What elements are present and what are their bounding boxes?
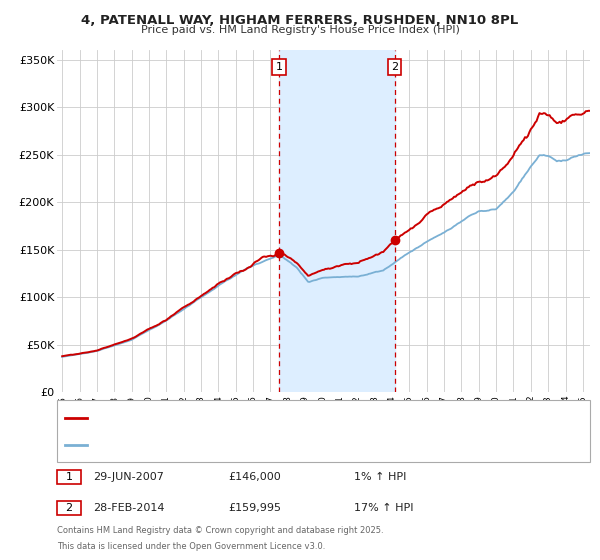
Text: 17% ↑ HPI: 17% ↑ HPI <box>354 503 413 514</box>
Text: 1% ↑ HPI: 1% ↑ HPI <box>354 472 406 482</box>
Text: 1: 1 <box>65 472 73 482</box>
Text: 2: 2 <box>391 62 398 72</box>
Text: £146,000: £146,000 <box>228 472 281 482</box>
Text: This data is licensed under the Open Government Licence v3.0.: This data is licensed under the Open Gov… <box>57 542 325 550</box>
Text: 4, PATENALL WAY, HIGHAM FERRERS, RUSHDEN, NN10 8PL: 4, PATENALL WAY, HIGHAM FERRERS, RUSHDEN… <box>82 14 518 27</box>
Text: 28-FEB-2014: 28-FEB-2014 <box>93 503 164 514</box>
Text: 29-JUN-2007: 29-JUN-2007 <box>93 472 164 482</box>
Text: 1: 1 <box>275 62 283 72</box>
Text: HPI: Average price, semi-detached house, North Northamptonshire: HPI: Average price, semi-detached house,… <box>90 440 417 450</box>
Text: £159,995: £159,995 <box>228 503 281 514</box>
Text: Price paid vs. HM Land Registry's House Price Index (HPI): Price paid vs. HM Land Registry's House … <box>140 25 460 35</box>
Text: Contains HM Land Registry data © Crown copyright and database right 2025.: Contains HM Land Registry data © Crown c… <box>57 526 383 535</box>
Bar <box>279 50 395 392</box>
Text: 4, PATENALL WAY, HIGHAM FERRERS, RUSHDEN, NN10 8PL (semi-detached house): 4, PATENALL WAY, HIGHAM FERRERS, RUSHDEN… <box>90 413 494 423</box>
Text: 2: 2 <box>65 503 73 514</box>
